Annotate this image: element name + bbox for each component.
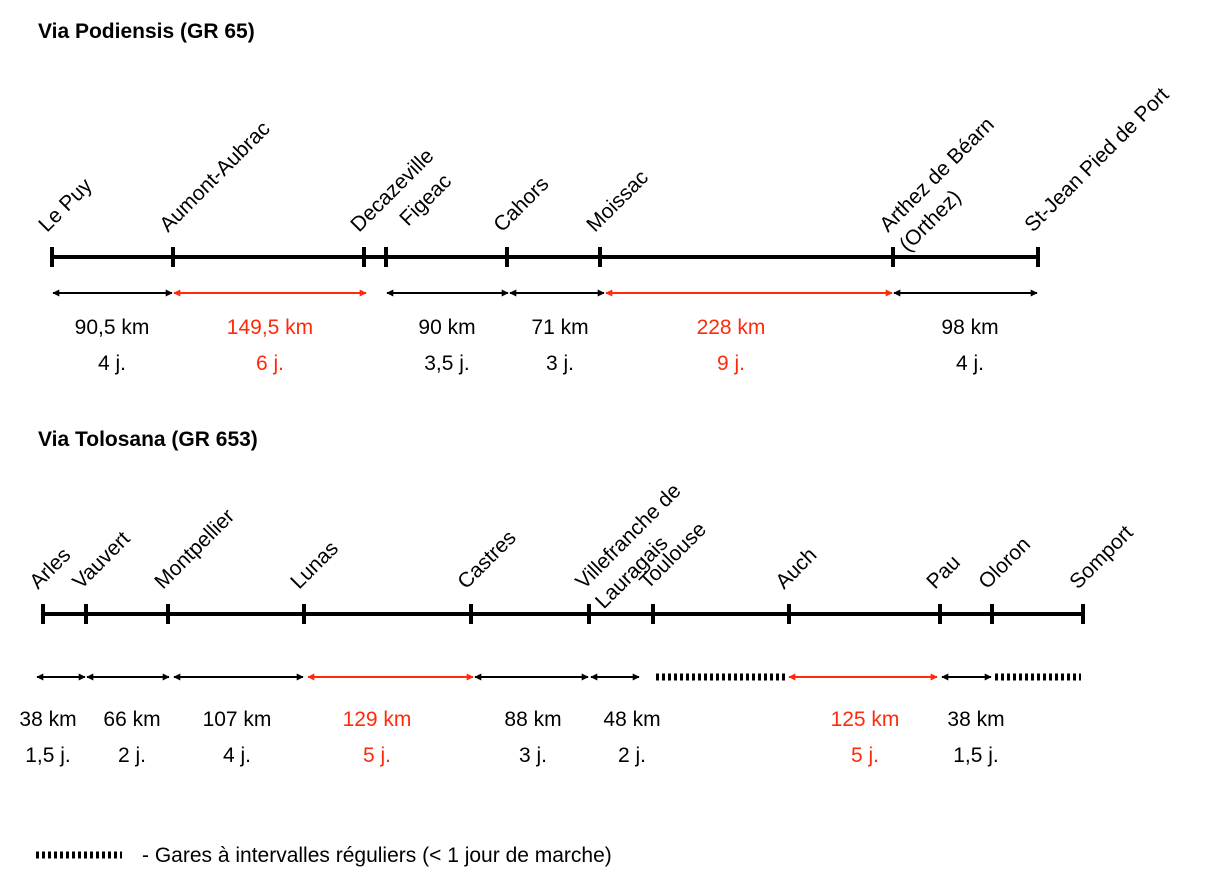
segment-days: 1,5 j. (25, 744, 71, 767)
route-podiensis: Via Podiensis (GR 65) Le Puy Aumont-Aubra… (34, 20, 1173, 375)
stop-label: Vauvert (68, 527, 134, 593)
segment-distance: 90 km (418, 316, 475, 339)
segment-distance: 38 km (947, 708, 1004, 731)
route-line (41, 604, 1085, 624)
route-title: Via Tolosana (GR 653) (38, 428, 258, 451)
segment-distance: 228 km (697, 316, 766, 339)
stop-label: Aumont-Aubrac (155, 117, 274, 236)
segment-days: 2 j. (618, 744, 646, 767)
segment-days: 1,5 j. (953, 744, 999, 767)
stop-label: Somport (1065, 521, 1138, 594)
segment-days: 4 j. (956, 352, 984, 375)
legend-text: - Gares à intervalles réguliers (< 1 jou… (142, 844, 612, 867)
segment-distance: 66 km (103, 708, 160, 731)
segment-distance: 149,5 km (227, 316, 313, 339)
stop-label: Pau (922, 551, 965, 594)
route-line (50, 247, 1040, 267)
segments: 38 km 1,5 j. 66 km 2 j. 107 km 4 j. 129 km 5 j.… (19, 673, 1081, 767)
stop-label: Cahors (489, 172, 553, 236)
stop-label: Arthez de Béarn(Orthez) (875, 113, 1018, 256)
segment-days: 3 j. (519, 744, 547, 767)
segment-distance: 107 km (203, 708, 272, 731)
segment-distance: 90,5 km (75, 316, 150, 339)
segment-days: 4 j. (223, 744, 251, 767)
stop-label: Auch (771, 543, 821, 593)
segment-days: 3,5 j. (424, 352, 470, 375)
segment-days: 2 j. (118, 744, 146, 767)
segment-days: 4 j. (98, 352, 126, 375)
segment-days: 6 j. (256, 352, 284, 375)
stop-label: Arles (25, 543, 75, 593)
segments: 90,5 km 4 j. 149,5 km 6 j. 90 km 3,5 j. 71 km 3… (52, 289, 1038, 375)
segment-distance: 71 km (531, 316, 588, 339)
segment-distance: 125 km (831, 708, 900, 731)
segment-distance: 38 km (19, 708, 76, 731)
route-title: Via Podiensis (GR 65) (38, 20, 255, 43)
segment-days: 5 j. (851, 744, 879, 767)
stop-label: Le Puy (34, 174, 97, 237)
segment-days: 3 j. (546, 352, 574, 375)
stop-label: Montpellier (150, 505, 239, 594)
legend: - Gares à intervalles réguliers (< 1 jou… (36, 844, 612, 867)
stop-label: Castres (453, 526, 520, 593)
segment-days: 9 j. (717, 352, 745, 375)
segment-distance: 129 km (343, 708, 412, 731)
stop-label: Lunas (286, 537, 343, 594)
stop-label: St-Jean Pied de Port (1020, 83, 1173, 236)
stop-label: Moissac (582, 166, 653, 237)
segment-distance: 88 km (504, 708, 561, 731)
segment-distance: 98 km (941, 316, 998, 339)
segment-days: 5 j. (363, 744, 391, 767)
stop-label: Oloron (974, 533, 1035, 594)
segment-distance: 48 km (603, 708, 660, 731)
